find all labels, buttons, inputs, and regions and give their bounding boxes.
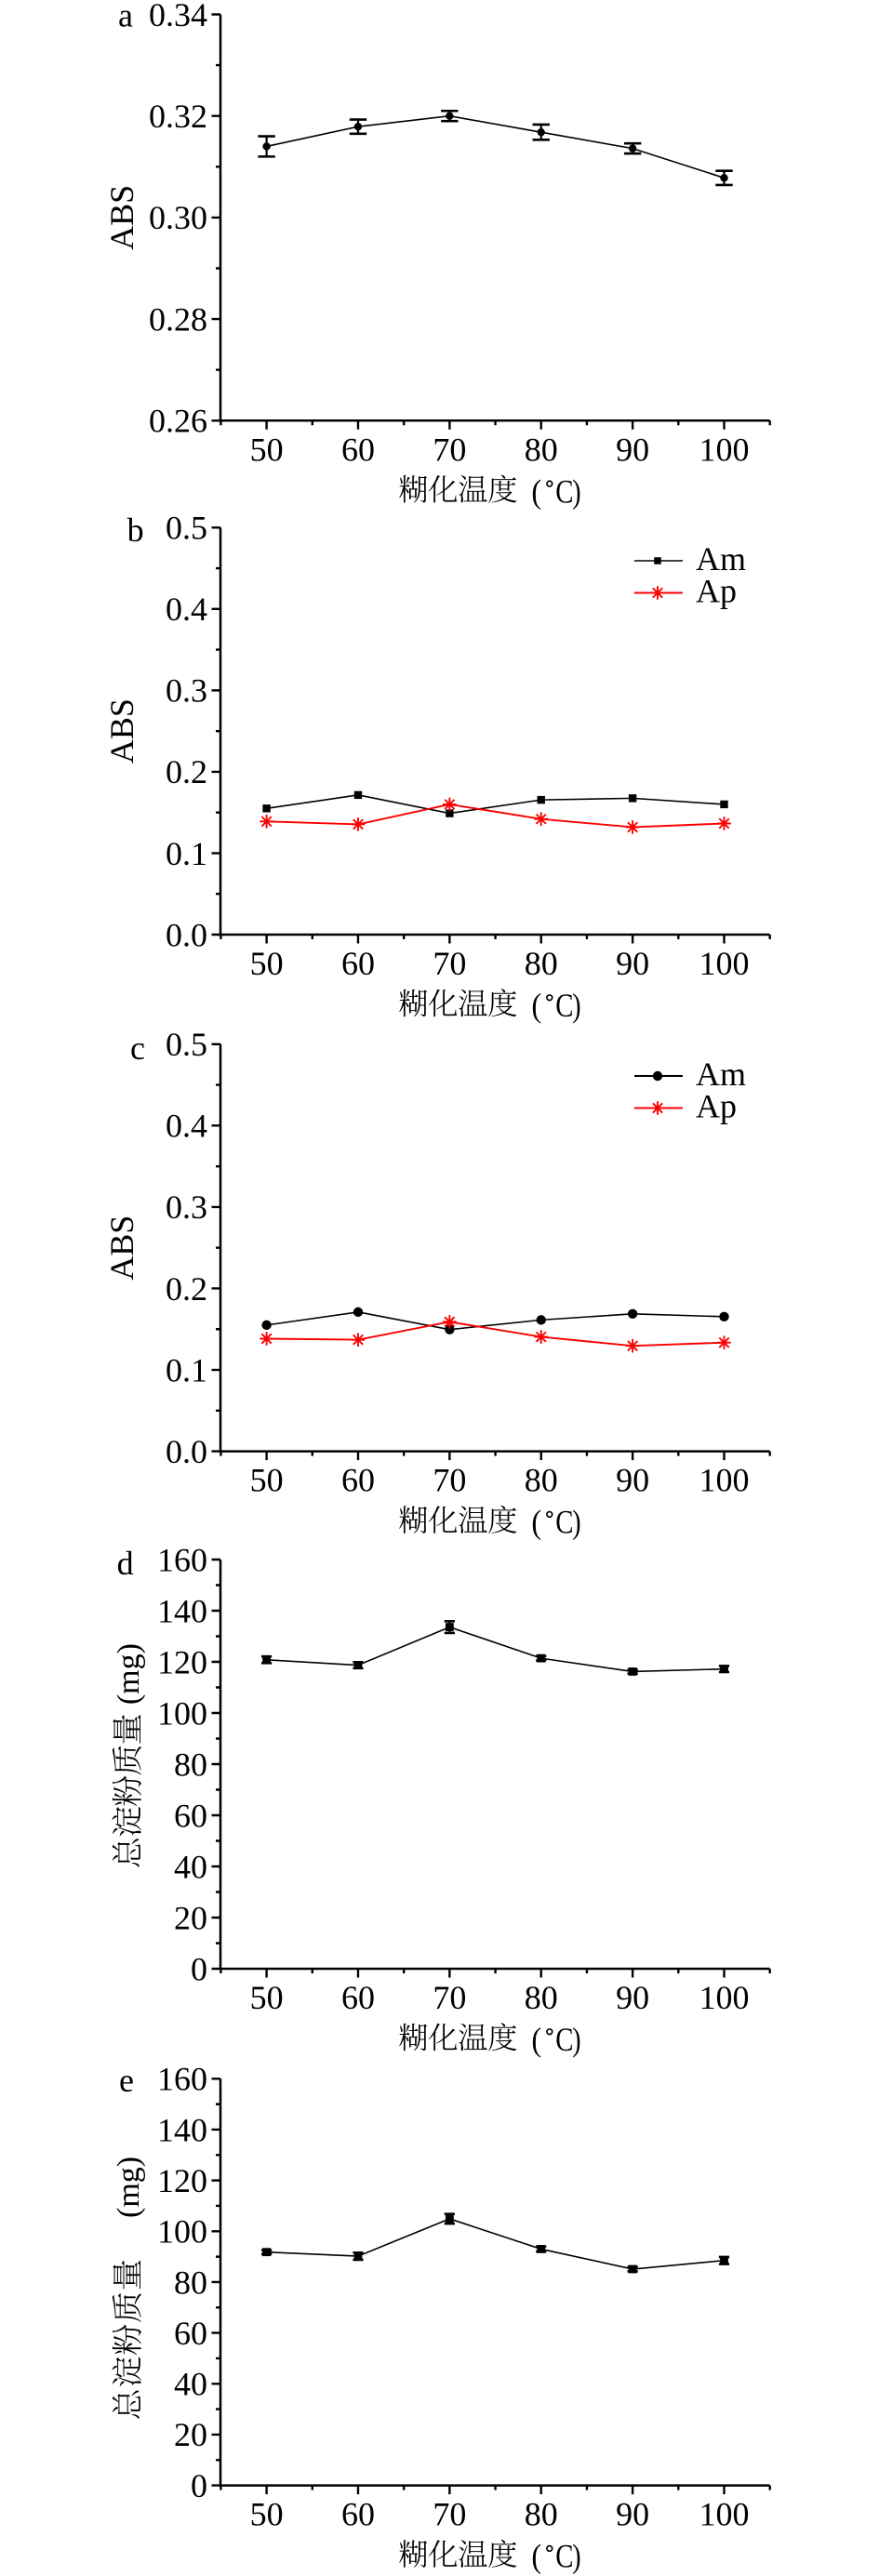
svg-text:Am: Am [696,1056,746,1093]
svg-text:0.4: 0.4 [166,1108,207,1145]
svg-text:): ) [572,472,580,510]
svg-text:80: 80 [525,945,558,982]
svg-text:0.32: 0.32 [149,98,207,135]
svg-text:C: C [555,2022,573,2059]
svg-text:0.2: 0.2 [166,1270,207,1308]
svg-text:100: 100 [157,1694,207,1732]
svg-text:120: 120 [157,1643,207,1680]
svg-text:): ) [572,2537,580,2574]
svg-text:0.4: 0.4 [166,591,207,628]
svg-text:): ) [572,2021,580,2058]
svg-text:50: 50 [250,1979,284,2016]
svg-text:ABS: ABS [103,185,140,250]
svg-text:(: ( [531,473,541,511]
svg-text:a: a [118,0,133,33]
svg-text:0.2: 0.2 [166,753,207,790]
svg-text:100: 100 [699,1462,750,1499]
svg-text:70: 70 [433,1979,466,2016]
svg-text:e: e [119,2062,134,2099]
svg-text:120: 120 [157,2162,207,2199]
svg-text:0.26: 0.26 [149,403,207,440]
svg-text:0.28: 0.28 [149,300,207,338]
svg-text:100: 100 [699,2496,750,2533]
svg-text:90: 90 [616,431,649,468]
svg-text:100: 100 [699,431,750,468]
svg-text:Am: Am [696,540,746,578]
svg-text:0: 0 [191,1950,207,1987]
svg-text:0.1: 0.1 [166,835,207,872]
svg-text:(mg): (mg) [112,1643,146,1705]
svg-text:): ) [572,987,580,1024]
svg-text:60: 60 [174,2315,207,2352]
svg-text:160: 160 [157,1541,207,1578]
svg-text:50: 50 [250,431,284,468]
svg-text:60: 60 [341,431,375,468]
svg-text:Ap: Ap [696,1088,737,1125]
svg-text:C: C [555,2539,573,2576]
svg-text:ABS: ABS [103,698,140,764]
svg-text:80: 80 [174,1746,207,1783]
svg-text:50: 50 [250,2496,284,2533]
svg-text:90: 90 [616,1462,649,1499]
svg-text:60: 60 [341,945,375,982]
svg-text:80: 80 [525,431,558,468]
svg-text:50: 50 [250,1462,284,1499]
svg-text:(: ( [531,2022,541,2059]
svg-text:0.3: 0.3 [166,672,207,710]
svg-text:b: b [127,511,144,549]
svg-text:100: 100 [157,2213,207,2251]
svg-text:70: 70 [433,2496,466,2533]
svg-text:80: 80 [174,2264,207,2301]
svg-text:40: 40 [174,2366,207,2403]
svg-text:70: 70 [433,1462,466,1499]
svg-text:90: 90 [616,945,649,982]
svg-text:C: C [555,473,573,511]
svg-text:): ) [572,1503,580,1540]
svg-text:(: ( [531,1504,541,1541]
svg-text:60: 60 [174,1797,207,1834]
svg-text:90: 90 [616,1979,649,2016]
svg-text:80: 80 [525,1979,558,2016]
svg-text:100: 100 [699,1979,750,2016]
svg-text:50: 50 [250,945,284,982]
svg-text:0.5: 0.5 [166,510,207,547]
svg-text:d: d [117,1545,134,1582]
svg-text:90: 90 [616,2496,649,2533]
svg-text:c: c [130,1029,145,1067]
svg-text:70: 70 [433,431,466,468]
svg-text:C: C [555,1505,573,1542]
svg-text:(: ( [531,988,541,1025]
svg-text:20: 20 [174,2416,207,2453]
svg-text:(: ( [531,2538,541,2575]
svg-text:140: 140 [157,2111,207,2148]
svg-text:160: 160 [157,2061,207,2098]
svg-text:ABS: ABS [103,1215,140,1281]
svg-text:C: C [555,988,573,1025]
svg-text:20: 20 [174,1899,207,1936]
svg-text:80: 80 [525,2496,558,2533]
svg-text:0.34: 0.34 [149,0,207,33]
svg-text:Ap: Ap [696,573,737,610]
svg-text:60: 60 [341,1462,375,1499]
svg-text:0.0: 0.0 [166,916,207,953]
svg-text:80: 80 [525,1462,558,1499]
svg-text:100: 100 [699,945,750,982]
svg-text:140: 140 [157,1592,207,1629]
svg-text:60: 60 [341,2496,375,2533]
svg-text:70: 70 [433,945,466,982]
svg-text:(mg): (mg) [112,2157,146,2218]
svg-text:40: 40 [174,1848,207,1885]
svg-text:0.1: 0.1 [166,1351,207,1388]
svg-text:0.0: 0.0 [166,1433,207,1470]
svg-text:0.30: 0.30 [149,199,207,236]
svg-text:0: 0 [191,2467,207,2504]
svg-text:0.3: 0.3 [166,1188,207,1226]
svg-text:0.5: 0.5 [166,1026,207,1063]
svg-text:60: 60 [341,1979,375,2016]
